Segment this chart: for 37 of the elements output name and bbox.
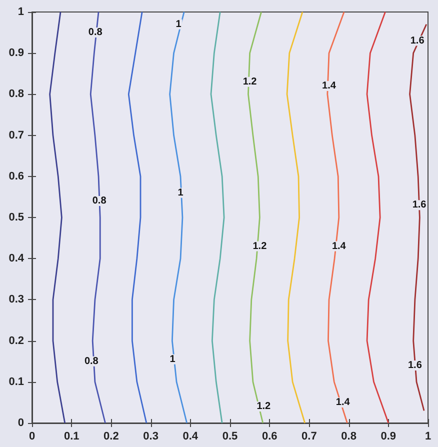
x-tick-label: 0.2 (104, 430, 119, 442)
annotation: 1.2 (256, 401, 272, 412)
y-tick-label: 0.7 (8, 129, 24, 142)
x-tick-label: 0.3 (143, 430, 158, 442)
x-tick-label: 1 (424, 430, 432, 442)
annotation: 0.8 (88, 27, 103, 38)
x-tick-label: 0.4 (182, 430, 199, 442)
y-tick-label: 0 (18, 417, 24, 429)
x-tick-label: 0.9 (380, 430, 396, 442)
x-tick-label: 0 (28, 430, 36, 442)
annotation: 0.8 (92, 196, 107, 207)
x-tick-label: 0.6 (262, 430, 278, 442)
y-tick-label: 0.9 (8, 47, 24, 60)
annotation: 1.4 (332, 240, 346, 252)
annotation: 1.6 (412, 200, 427, 211)
x-tick-label: 0.5 (222, 430, 238, 442)
annotation: 1.6 (408, 360, 422, 371)
y-tick-label: 0.4 (8, 252, 25, 265)
y-tick-label: 0.5 (8, 212, 24, 224)
y-tick-label: 0.3 (8, 294, 24, 306)
annotation: 1.4 (336, 396, 350, 408)
annotation: 1.2 (242, 76, 258, 88)
x-tick-label: 0.1 (64, 430, 80, 442)
annotation: 1.2 (252, 240, 268, 252)
y-tick-label: 1 (18, 6, 24, 18)
y-tick-label: 0.6 (8, 170, 24, 182)
x-tick-label: 0.7 (302, 430, 317, 442)
y-tick-label: 0.1 (8, 376, 24, 388)
y-tick-label: 0.2 (8, 334, 24, 347)
annotation: 1.6 (410, 35, 425, 46)
annotation: 1 (170, 354, 176, 365)
y-tick-label: 0.8 (8, 88, 24, 100)
annotation: 1.4 (322, 80, 336, 92)
annotation: 1 (178, 187, 184, 198)
x-tick-label: 0.8 (341, 430, 356, 442)
annotation: 1 (176, 18, 182, 30)
annotation: 0.8 (84, 356, 99, 367)
